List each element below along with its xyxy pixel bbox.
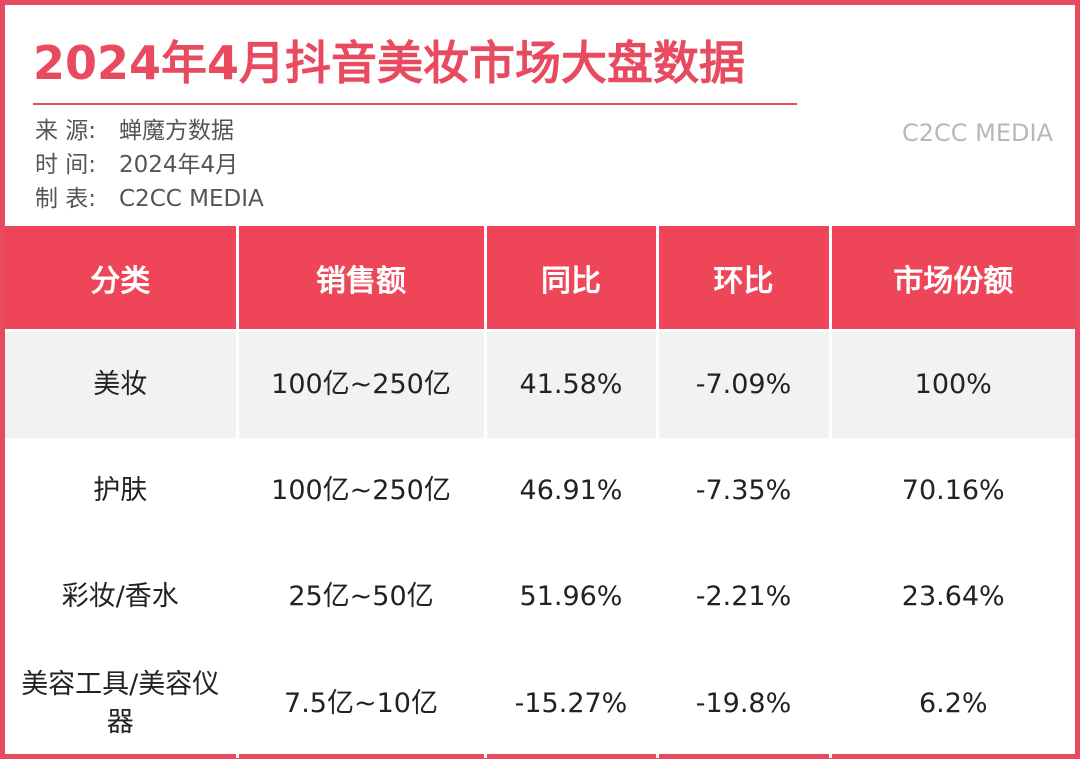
table-header-row: 分类 销售额 同比 环比 市场份额 [5,226,1075,331]
cell-market-share: 100% [828,329,1075,438]
cell-mom: -2.21% [655,544,830,650]
meta-source-value: 蝉魔方数据 [119,118,234,144]
cell-yoy: -15.27% [483,650,657,758]
cell-market-share: 23.64% [828,544,1075,650]
cell-market-share: 6.2% [828,650,1075,758]
table-row: 护肤 100亿~250亿 46.91% -7.35% 70.16% [5,438,1075,544]
cell-category: 美容工具/美容仪器 [21,669,220,738]
meta-maker-label: 制 表: [35,186,97,212]
cell-market-share: 70.16% [828,438,1075,544]
table-row: 美妆 100亿~250亿 41.58% -7.09% 100% [5,329,1075,438]
cell-category: 彩妆/香水 [61,581,179,612]
meta-source: 来 源: 蝉魔方数据 [35,115,234,147]
cell-sales: 100亿~250亿 [235,329,485,438]
cell-category: 护肤 [93,475,148,506]
cell-mom: -7.35% [655,438,830,544]
cell-yoy: 46.91% [483,438,657,544]
cell-sales: 25亿~50亿 [235,544,485,650]
title-underline [33,103,797,105]
cell-mom: -7.09% [655,329,830,438]
meta-time: 时 间: 2024年4月 [35,149,238,181]
meta-source-label: 来 源: [35,118,97,144]
meta-time-value: 2024年4月 [119,152,239,178]
cell-yoy: 41.58% [483,329,657,438]
market-data-table: 分类 销售额 同比 环比 市场份额 美妆 100亿~250亿 41.58% -7… [5,226,1075,758]
header-sales: 销售额 [235,226,485,331]
header-category: 分类 [5,226,237,331]
cell-mom: -19.8% [655,650,830,758]
header-yoy: 同比 [483,226,657,331]
header-market-share: 市场份额 [828,226,1075,331]
cell-category: 美妆 [5,329,237,438]
cell-sales: 7.5亿~10亿 [235,650,485,758]
watermark-text: C2CC MEDIA [901,119,1053,147]
cell-sales: 100亿~250亿 [235,438,485,544]
header-mom: 环比 [655,226,830,331]
table-row: 彩妆/香水 25亿~50亿 51.96% -2.21% 23.64% [5,544,1075,650]
meta-time-label: 时 间: [35,152,97,178]
table-row: 美容工具/美容仪器 7.5亿~10亿 -15.27% -19.8% 6.2% [5,650,1075,758]
cell-yoy: 51.96% [483,544,657,650]
meta-maker-value: C2CC MEDIA [119,186,264,212]
meta-maker: 制 表: C2CC MEDIA [35,183,264,215]
page-title: 2024年4月抖音美妆市场大盘数据 [33,36,746,90]
